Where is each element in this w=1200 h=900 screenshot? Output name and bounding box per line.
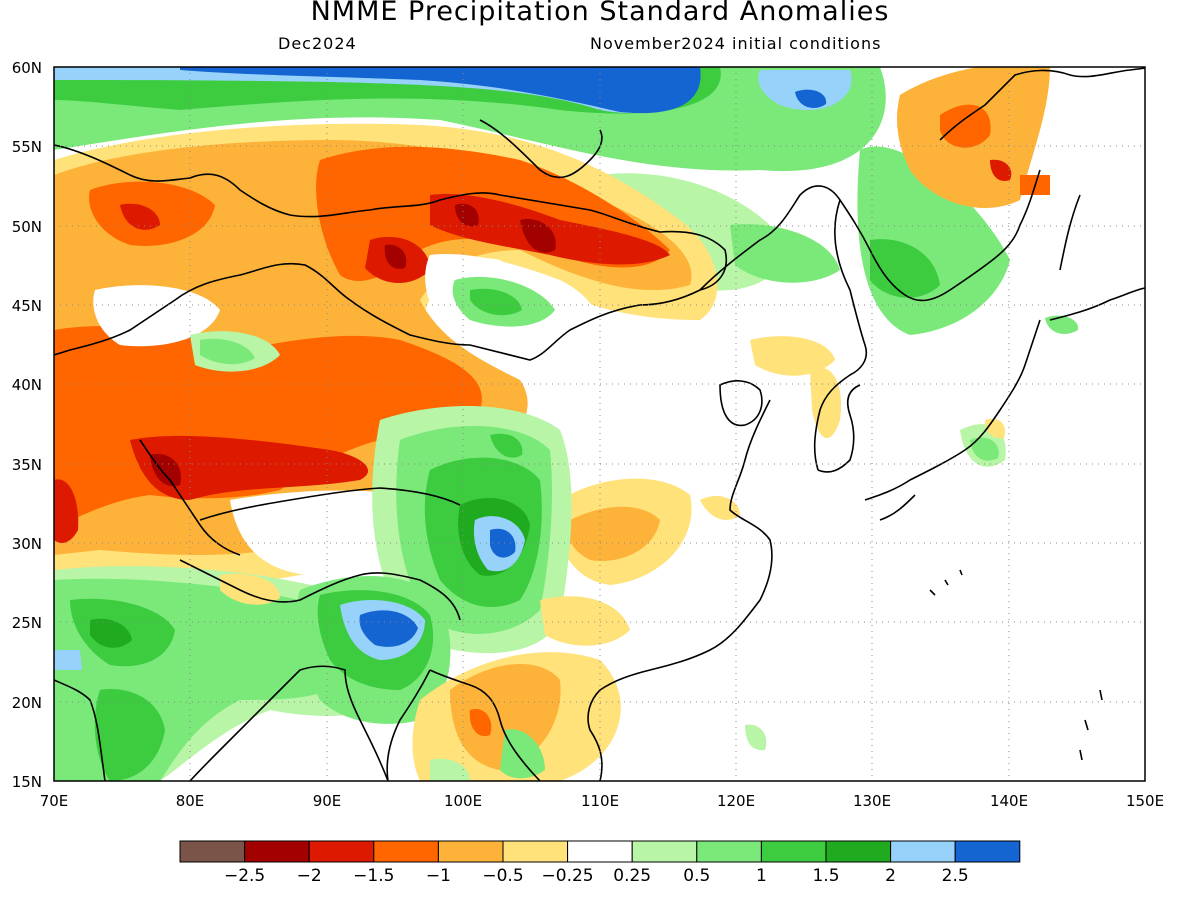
lat-label: 55N [12, 138, 42, 156]
colorbar-swatch [244, 840, 310, 863]
lat-label: 45N [12, 297, 42, 315]
colorbar-swatch [308, 840, 375, 863]
colorbar-swatch [567, 840, 633, 863]
lon-label: 140E [990, 792, 1028, 810]
lat-labels: 60N 55N 50N 45N 40N 35N 30N 25N 20N 15N [12, 59, 42, 791]
lat-label: 40N [12, 376, 42, 394]
coastlines [54, 67, 1145, 781]
lat-label: 50N [12, 218, 42, 236]
colorbar-swatch [631, 840, 698, 863]
map-frame [53, 66, 1146, 782]
colorbar-swatch [373, 840, 439, 863]
colorbar-label: −0.25 [542, 866, 594, 886]
lon-labels: 70E 80E 90E 100E 110E 120E 130E 140E 150… [40, 792, 1164, 810]
colorbar-swatch [760, 840, 827, 863]
colorbar-label: −2.5 [224, 866, 265, 886]
lon-label: 70E [40, 792, 69, 810]
colorbar-label: −0.5 [482, 866, 523, 886]
lon-label: 130E [853, 792, 891, 810]
lat-label: 15N [12, 773, 42, 791]
lon-label: 120E [717, 792, 755, 810]
colorbar-label: −2 [297, 866, 322, 886]
lat-label: 35N [12, 456, 42, 474]
colorbar-label: 0.25 [613, 866, 651, 886]
lon-label: 110E [581, 792, 619, 810]
forecast-month: Dec2024 [278, 34, 357, 53]
colorbar-label: −1 [426, 866, 451, 886]
lon-label: 80E [176, 792, 205, 810]
colorbar-label: 2.5 [942, 866, 969, 886]
colorbar: −2.5 −2 −1.5 −1 −0.5 −0.25 0.25 0.5 1 1.5 2 2.5 [179, 840, 1021, 886]
colorbar-swatch [696, 840, 762, 863]
lon-label: 100E [444, 792, 482, 810]
colorbar-swatch [890, 840, 956, 863]
initial-conditions: November2024 initial conditions [590, 34, 882, 53]
map-title: NMME Precipitation Standard Anomalies [310, 0, 890, 27]
lon-label: 150E [1126, 792, 1164, 810]
colorbar-swatch [179, 840, 246, 863]
lat-label: 20N [12, 694, 42, 712]
colorbar-swatch [502, 840, 569, 863]
colorbar-label: 2 [885, 866, 896, 886]
colorbar-label: 1.5 [812, 866, 839, 886]
lon-label: 90E [313, 792, 342, 810]
colorbar-swatch [437, 840, 504, 863]
colorbar-swatch [825, 840, 892, 863]
anomaly-field [54, 67, 1145, 781]
lat-label: 30N [12, 535, 42, 553]
lat-label: 25N [12, 614, 42, 632]
graticule [54, 67, 1145, 781]
colorbar-label: −1.5 [353, 866, 394, 886]
lat-label: 60N [12, 59, 42, 77]
colorbar-label: 1 [756, 866, 767, 886]
colorbar-label: 0.5 [683, 866, 710, 886]
colorbar-swatch [954, 840, 1021, 863]
